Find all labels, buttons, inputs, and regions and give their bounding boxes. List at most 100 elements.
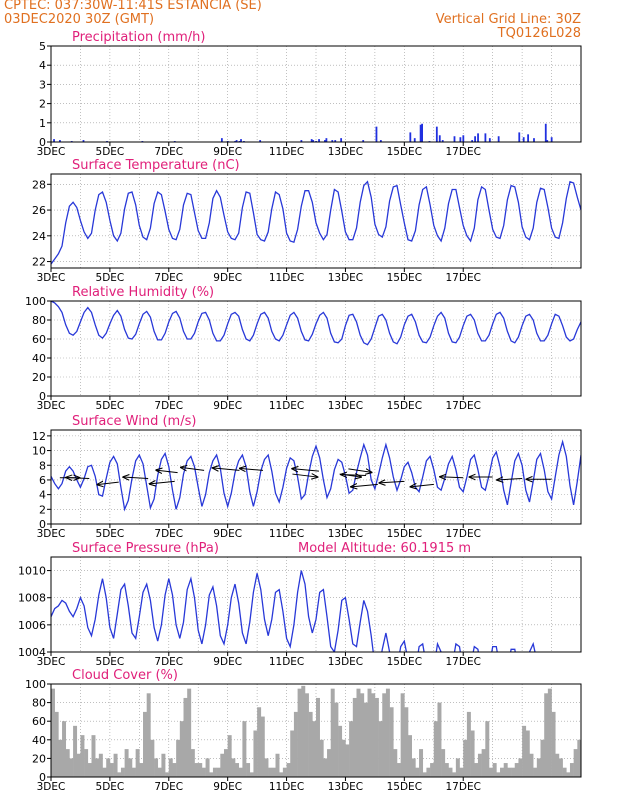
- temp-series-line: [51, 180, 581, 265]
- precip-bar: [300, 140, 303, 142]
- wind-xtick-label: 13DEC: [328, 528, 363, 540]
- cloud-bar: [430, 763, 435, 777]
- cloud-bar: [161, 753, 166, 777]
- cloud-bar: [246, 763, 251, 777]
- pres-subtitle: Model Altitude: 60.1915 m: [298, 541, 471, 556]
- cloud-bar: [235, 763, 240, 777]
- cloud-bar: [124, 749, 129, 777]
- cloud-xtick-label: 11DEC: [269, 781, 304, 793]
- precip-bar: [459, 137, 462, 142]
- wind-arrow: [97, 482, 119, 485]
- cloud-bar: [488, 767, 493, 777]
- temp-title: Surface Temperature (nC): [72, 158, 240, 173]
- cloud-bar: [334, 702, 339, 777]
- cloud-bar: [209, 772, 214, 777]
- precip-ytick-label: 2: [39, 98, 46, 111]
- cloud-bar: [51, 688, 55, 777]
- precip-bar: [477, 133, 479, 142]
- cloud-bar: [518, 758, 523, 777]
- cloud-bar: [492, 763, 497, 777]
- cloud-bar: [433, 721, 438, 777]
- wind-arrow: [212, 468, 240, 471]
- cloud-bar: [547, 688, 552, 777]
- cloud-bar: [367, 688, 372, 777]
- cloud-bar: [183, 697, 188, 777]
- cloud-bar: [562, 767, 567, 777]
- temp-xtick-label: 7DEC: [154, 272, 183, 284]
- cloud-bar: [540, 739, 545, 777]
- cloud-bar: [168, 758, 173, 777]
- wind-title: Surface Wind (m/s): [72, 414, 196, 429]
- cloud-bar: [212, 767, 217, 777]
- cloud-bar: [544, 693, 549, 777]
- precip-bar: [220, 138, 223, 142]
- rh-xtick-label: 17DEC: [446, 400, 481, 412]
- cloud-bar: [253, 730, 258, 777]
- cloud-bar: [371, 693, 376, 777]
- cloud-bar: [238, 767, 243, 777]
- precip-xtick-label: 15DEC: [387, 146, 422, 158]
- cloud-bar: [459, 767, 464, 777]
- pres-xtick-label: 3DEC: [37, 656, 66, 668]
- wind-xtick-label: 3DEC: [37, 528, 66, 540]
- pres-xtick-label: 9DEC: [213, 656, 242, 668]
- cloud-bar: [220, 753, 225, 777]
- cloud-bar: [165, 772, 170, 777]
- header-line1-left: CPTEC: 037:30W-11:41S ESTANCIA (SE): [4, 0, 262, 13]
- cloud-bar: [139, 763, 144, 777]
- cloud-bar: [514, 763, 519, 777]
- precip-bar: [438, 135, 441, 142]
- cloud-bar: [341, 739, 346, 777]
- cloud-bar: [525, 730, 530, 777]
- cloud-bar: [338, 725, 343, 777]
- cloud-bar: [65, 749, 70, 777]
- cloud-bar: [131, 767, 136, 777]
- temp-xtick-label: 9DEC: [213, 272, 242, 284]
- precip-bar: [362, 140, 365, 142]
- cloud-bar: [569, 763, 574, 777]
- cloud-bar: [106, 758, 111, 777]
- precip-bar: [488, 138, 491, 142]
- cloud-bar: [268, 767, 273, 777]
- wind-arrow: [440, 477, 464, 478]
- wind-ytick-label: 8: [39, 459, 46, 472]
- cloud-bar: [223, 749, 228, 777]
- precip-bar: [471, 140, 474, 142]
- cloud-bar: [393, 749, 398, 777]
- pres-series-line: [51, 570, 536, 652]
- wind-ytick-label: 0: [39, 518, 46, 531]
- pres-ytick-label: 1004: [18, 646, 46, 659]
- precip-bar: [474, 136, 476, 142]
- cloud-bar: [319, 739, 324, 777]
- precip-xtick-label: 17DEC: [446, 146, 481, 158]
- header-line2-right: TQ0126L028: [497, 26, 581, 41]
- cloud-ytick-label: 100: [25, 678, 46, 691]
- cloud-xtick-label: 17DEC: [446, 781, 481, 793]
- cloud-bar: [382, 693, 387, 777]
- cloud-bar: [95, 758, 100, 777]
- cloud-bar: [120, 767, 125, 777]
- cloud-bar: [84, 749, 89, 777]
- precip-xtick-label: 7DEC: [154, 146, 183, 158]
- cloud-bar: [304, 693, 309, 777]
- cloud-bar: [522, 725, 527, 777]
- precip-bar: [522, 137, 525, 142]
- precip-bar: [441, 140, 444, 142]
- cloud-bar: [293, 711, 298, 777]
- cloud-bar: [187, 688, 192, 777]
- cloud-bar: [419, 749, 424, 777]
- precip-bar: [59, 140, 61, 142]
- cloud-bar: [345, 744, 350, 777]
- precip-bar: [484, 133, 487, 142]
- precip-ytick-label: 5: [39, 40, 46, 53]
- rh-xtick-label: 11DEC: [269, 400, 304, 412]
- cloud-bar: [275, 753, 280, 777]
- precip-xtick-label: 9DEC: [213, 146, 242, 158]
- cloud-bar: [536, 758, 541, 777]
- cloud-bar: [98, 753, 103, 777]
- cloud-bar: [408, 735, 412, 777]
- cloud-ytick-label: 40: [32, 734, 46, 747]
- cloud-bar: [257, 707, 262, 777]
- cloud-bar: [503, 763, 508, 777]
- cloud-bar: [330, 688, 335, 777]
